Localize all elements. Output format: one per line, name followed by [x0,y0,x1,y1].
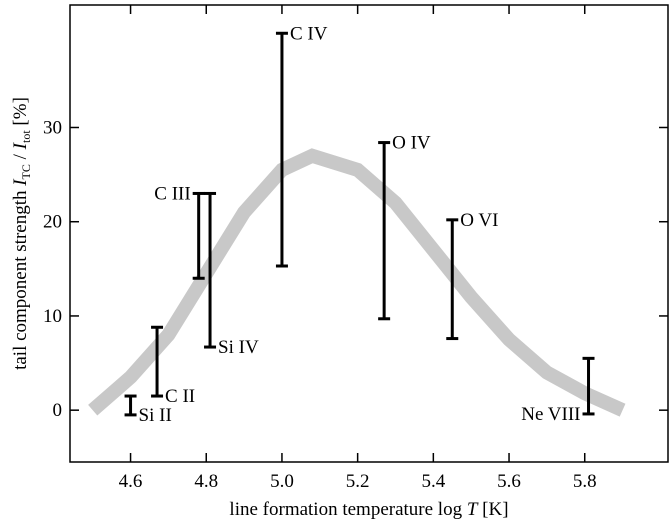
x-tick-label: 5.2 [346,471,370,492]
y-label-part: I [10,178,31,187]
x-label-part: line formation temperature log [229,499,466,520]
y-tick-label: 30 [43,117,62,138]
ion-label: Ne VIII [521,404,580,425]
x-label-part: T [467,499,479,520]
x-tick-label: 5.0 [270,471,294,492]
y-label-part: / [10,149,31,164]
ion-label: C IV [290,23,328,44]
x-tick-label: 5.6 [497,471,521,492]
ion-label: Si IV [218,337,259,358]
y-tick-label: 10 [43,306,62,327]
x-tick-label: 5.8 [573,471,597,492]
plot-frame [69,4,669,463]
y-tick-label: 20 [43,212,62,233]
ion-label: C II [165,386,195,407]
model-curve [88,148,626,417]
y-tick-label: 0 [53,400,63,421]
x-tick-label: 4.8 [194,471,218,492]
ion-label: O IV [392,133,431,154]
ion-label: C III [154,183,190,204]
y-label-part: TC [19,164,33,179]
y-axis-label: tail component strength ITC / Itot [%] [10,97,33,370]
ion-label: Si II [139,405,172,426]
y-label-part: tot [19,130,33,143]
x-tick-label: 5.4 [421,471,445,492]
y-label-part: [%] [10,97,31,130]
x-label-part: [K] [477,499,508,520]
y-label-part: tail component strength [10,186,31,370]
x-axis-label: line formation temperature log T [K] [229,499,508,520]
y-label-part: I [10,141,31,150]
x-tick-label: 4.6 [119,471,143,492]
ion-label: O VI [460,210,498,231]
